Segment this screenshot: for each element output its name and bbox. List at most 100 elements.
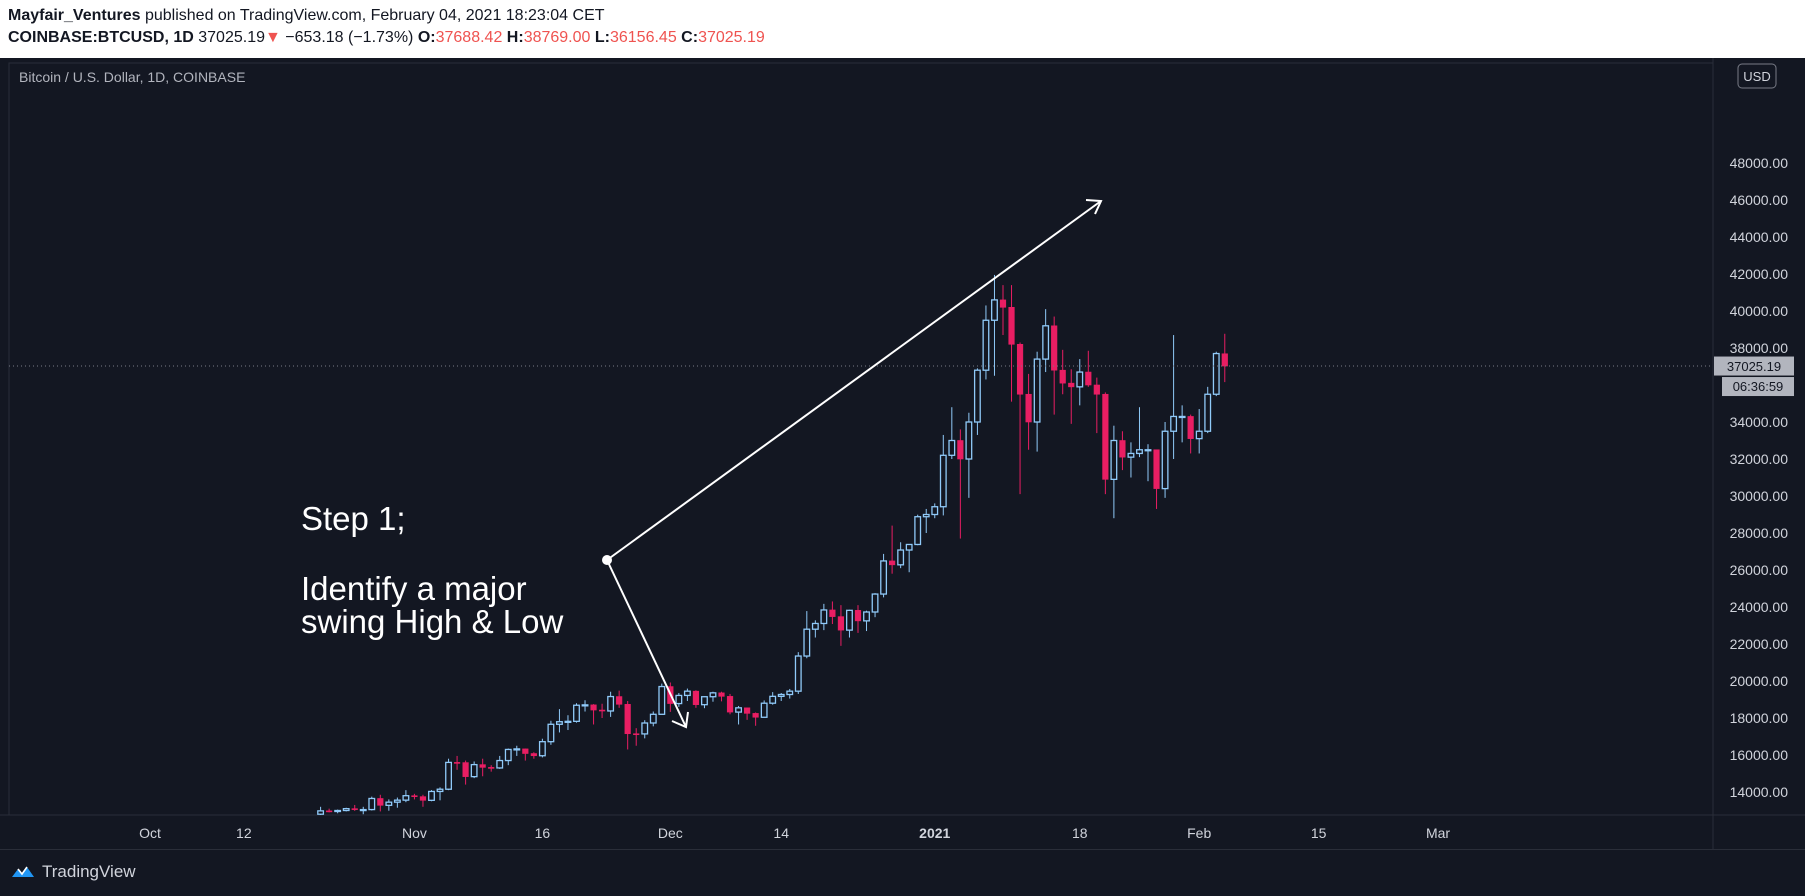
candle-body [649, 713, 657, 724]
candle-body [633, 733, 640, 736]
candle [624, 700, 631, 750]
arrow-to-swing-low[interactable] [606, 559, 687, 728]
candle-body [982, 319, 990, 371]
candle [411, 793, 418, 800]
last-price-tag [1714, 356, 1794, 376]
candle [1085, 350, 1092, 387]
candle [786, 688, 794, 699]
candle [811, 620, 819, 638]
candle-body [948, 439, 956, 456]
candle [1161, 422, 1169, 498]
candle [743, 707, 751, 720]
candle [957, 429, 964, 539]
candle [846, 609, 853, 638]
candle [760, 700, 768, 718]
candle-body [1025, 393, 1032, 423]
candle [1212, 351, 1220, 397]
last-price-tags: 37025.19 06:36:59 [1714, 356, 1794, 397]
price-chart[interactable]: Bitcoin / U.S. Dollar, 1D, COINBASE 1400… [0, 58, 1805, 849]
candle [871, 593, 879, 618]
candle-body [624, 704, 631, 735]
candle-body [359, 808, 367, 812]
candle [598, 703, 606, 718]
price-tick-label: 22000.00 [1730, 636, 1789, 652]
candle [1221, 333, 1228, 383]
drawing-arrows[interactable] [602, 199, 1103, 729]
candle [649, 711, 657, 727]
candle-body [743, 707, 751, 714]
candle-body [1102, 393, 1109, 480]
candle-body [922, 513, 930, 518]
candle [922, 508, 930, 533]
candle [1144, 444, 1152, 482]
high-label: H: [506, 29, 524, 46]
candle-body [735, 707, 743, 713]
last-price: 37025.19 [198, 29, 265, 46]
candle [488, 765, 495, 772]
candle [573, 703, 580, 723]
author-name[interactable]: Mayfair_Ventures [8, 7, 141, 24]
time-tick-label: Dec [658, 825, 683, 841]
time-tick-label: Nov [402, 825, 427, 841]
candle [581, 700, 589, 712]
price-tick-label: 16000.00 [1730, 747, 1789, 763]
open-value: 37688.42 [435, 29, 503, 46]
price-tick-label: 28000.00 [1730, 525, 1789, 541]
candle-body [1178, 415, 1186, 419]
price-tick-label: 32000.00 [1730, 451, 1789, 467]
candle-body [436, 788, 444, 793]
candle [683, 688, 691, 701]
arrowhead-low-icon [671, 711, 689, 729]
candle [999, 285, 1007, 336]
step-annotation[interactable]: Step 1; Identify a major swing High & Lo… [301, 500, 563, 640]
candle [889, 525, 896, 574]
arrow-anchor-point[interactable] [602, 555, 612, 565]
candle-body [803, 628, 811, 657]
candle [1008, 285, 1015, 402]
candle [1042, 309, 1050, 373]
candle-body [999, 299, 1007, 308]
candle-body [522, 748, 529, 754]
candle [829, 601, 836, 625]
candle [1204, 386, 1212, 434]
candle [590, 704, 597, 725]
candle-body [889, 560, 896, 566]
candlestick-series [317, 274, 1228, 815]
candle [1093, 377, 1100, 434]
candle-body [1068, 382, 1075, 388]
candle-body [957, 440, 964, 460]
high-value: 38769.00 [523, 29, 591, 46]
candle [1059, 349, 1066, 395]
footer: TradingView [0, 849, 1805, 896]
annotation-line-2: Identify a major [301, 570, 527, 607]
arrow-to-swing-high[interactable] [606, 200, 1102, 561]
candle [1102, 392, 1109, 495]
candle-body [829, 609, 836, 617]
candle-body [1076, 371, 1084, 388]
candle-body [334, 809, 342, 813]
candle-body [607, 695, 615, 712]
candle [1076, 359, 1084, 406]
candle-body [1093, 384, 1100, 395]
candle [982, 305, 990, 380]
tradingview-brand[interactable]: TradingView [10, 862, 136, 882]
candle-body [368, 797, 376, 811]
candle-body [1204, 393, 1212, 432]
arrowhead-high-icon [1085, 199, 1103, 215]
time-tick-label: 15 [1311, 825, 1327, 841]
candle [1110, 425, 1118, 519]
candle [1153, 449, 1160, 509]
chart-legend-title: Bitcoin / U.S. Dollar, 1D, COINBASE [19, 69, 245, 85]
tradingview-logo-icon [12, 866, 34, 877]
price-axis[interactable]: 14000.00 16000.00 18000.00 20000.00 22000.00… [1730, 155, 1789, 800]
candle-body [905, 543, 913, 551]
price-tick-label: 26000.00 [1730, 562, 1789, 578]
candle [726, 693, 734, 715]
time-axis[interactable]: Oct 12 Nov 16 Dec 14 2021 18 Feb 15 Mar [139, 825, 1450, 841]
open-label: O: [417, 29, 436, 46]
candle-body [991, 299, 998, 321]
candle-body [837, 616, 845, 631]
candle-body [760, 702, 768, 718]
chart-area[interactable]: Bitcoin / U.S. Dollar, 1D, COINBASE 1400… [0, 58, 1805, 849]
usd-badge[interactable]: USD [1737, 63, 1777, 89]
